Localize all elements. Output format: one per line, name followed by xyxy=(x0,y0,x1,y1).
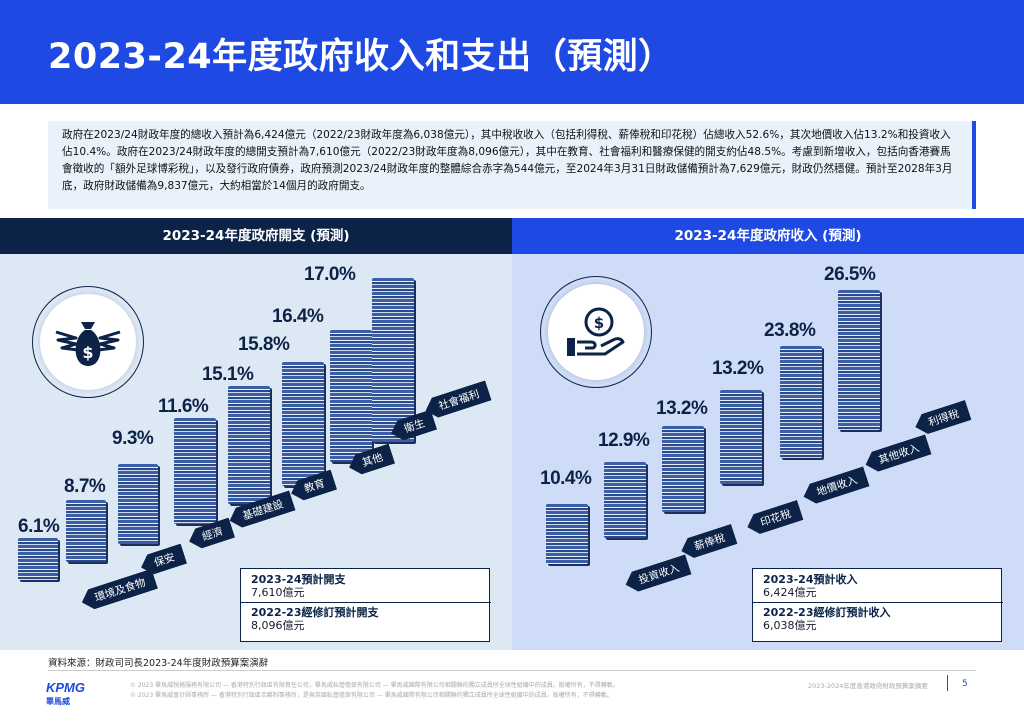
expenditure-tag-1: 環境及食物 xyxy=(79,569,158,613)
copyright-line-2: © 2023 畢馬威會計師事務所 — 香港特別行政區合夥制事務所，是與英國私營擔… xyxy=(130,692,613,699)
expenditure-heading: 2023-24年度政府開支 (預測) xyxy=(0,218,512,254)
expenditure-box-label-2: 2022-23經修訂預計開支 xyxy=(251,606,379,619)
page-title: 2023-24年度政府收入和支出（預測） xyxy=(48,37,674,77)
revenue-stack-5 xyxy=(780,346,822,458)
kpmg-logo-subtitle: 畢馬威 xyxy=(46,697,70,706)
expenditure-stack-4 xyxy=(174,418,216,524)
revenue-summary-box: 2023-24預計收入 6,424億元 2022-23經修訂預計收入 6,038… xyxy=(752,568,1003,642)
footer-separator xyxy=(947,675,948,691)
revenue-stack-3 xyxy=(662,426,704,512)
expenditure-stack-7 xyxy=(330,330,372,462)
expenditure-stack-5 xyxy=(228,386,270,504)
revenue-stack-4 xyxy=(720,390,762,484)
expenditure-tag-8: 社會福利 xyxy=(422,380,491,420)
svg-text:$: $ xyxy=(82,343,93,362)
hand-coin-icon: $ xyxy=(567,307,625,356)
revenue-pct-2: 12.9% xyxy=(598,430,650,451)
footer-divider xyxy=(48,670,976,671)
footer-document-title: 2023-2024年度香港政府財政預算案摘要 xyxy=(808,682,928,690)
source-note: 資料來源：財政司司長2023-24年度財政預算案演辭 xyxy=(48,658,269,669)
summary-box: 政府在2023/24財政年度的總收入預計為6,424億元（2022/23財政年度… xyxy=(48,121,976,209)
copyright-line-1: © 2023 畢馬威稅務服務有限公司 — 香港特別行政區有限責任公司，畢馬威私營… xyxy=(130,682,619,689)
expenditure-box-label-1: 2023-24預計開支 xyxy=(251,573,346,586)
revenue-pct-4: 13.2% xyxy=(712,358,764,379)
revenue-tag-4: 地價收入 xyxy=(800,466,869,506)
expenditure-stack-2 xyxy=(66,500,106,562)
expenditure-summary-box: 2023-24預計開支 7,610億元 2022-23經修訂預計開支 8,096… xyxy=(240,568,491,642)
revenue-stack-1 xyxy=(546,504,588,564)
revenue-tag-5: 其他收入 xyxy=(862,434,931,474)
revenue-tag-2: 薪俸稅 xyxy=(678,524,737,561)
revenue-pct-3: 13.2% xyxy=(656,398,708,419)
expenditure-stack-6 xyxy=(282,362,324,486)
revenue-pct-6: 26.5% xyxy=(824,264,876,285)
expenditure-pct-6: 15.8% xyxy=(238,334,290,355)
revenue-icon-circle: $ xyxy=(540,276,652,388)
svg-text:$: $ xyxy=(594,314,604,332)
expenditure-pct-7: 16.4% xyxy=(272,306,324,327)
revenue-pct-5: 23.8% xyxy=(764,320,816,341)
revenue-tag-3: 印花稅 xyxy=(744,500,803,537)
header-banner: 2023-24年度政府收入和支出（預測） xyxy=(0,0,1024,104)
revenue-stack-6 xyxy=(838,290,880,430)
expenditure-pct-8: 17.0% xyxy=(304,264,356,285)
expenditure-icon-circle: $ xyxy=(32,286,144,398)
revenue-tag-6: 利得稅 xyxy=(912,400,971,437)
expenditure-stack-1 xyxy=(18,538,58,580)
revenue-box-value-2: 6,038億元 xyxy=(763,619,817,632)
expenditure-pct-2: 8.7% xyxy=(64,476,106,497)
expenditure-pct-3: 9.3% xyxy=(112,428,154,449)
money-bag-wings-icon: $ xyxy=(55,322,121,366)
expenditure-pct-4: 11.6% xyxy=(158,396,209,417)
expenditure-pct-5: 15.1% xyxy=(202,364,254,385)
revenue-pct-1: 10.4% xyxy=(540,468,592,489)
expenditure-box-value-1: 7,610億元 xyxy=(251,586,305,599)
revenue-box-label-2: 2022-23經修訂預計收入 xyxy=(763,606,891,619)
expenditure-stack-8 xyxy=(372,278,414,442)
revenue-tag-1: 投資收入 xyxy=(622,554,691,594)
expenditure-box-value-2: 8,096億元 xyxy=(251,619,305,632)
revenue-stack-2 xyxy=(604,462,646,538)
revenue-box-label-1: 2023-24預計收入 xyxy=(763,573,858,586)
revenue-box-value-1: 6,424億元 xyxy=(763,586,817,599)
kpmg-logo: KPMG xyxy=(46,680,85,695)
expenditure-panel: 2023-24年度政府開支 (預測) $ 6.1% 8.7% 9.3% 11.6… xyxy=(0,218,512,650)
expenditure-stack-3 xyxy=(118,464,158,544)
expenditure-pct-1: 6.1% xyxy=(18,516,60,537)
revenue-panel: 2023-24年度政府收入 (預測) $ 10.4% 12.9% 13.2% 1… xyxy=(512,218,1024,650)
revenue-heading: 2023-24年度政府收入 (預測) xyxy=(512,218,1024,254)
page-number: 5 xyxy=(962,679,968,689)
